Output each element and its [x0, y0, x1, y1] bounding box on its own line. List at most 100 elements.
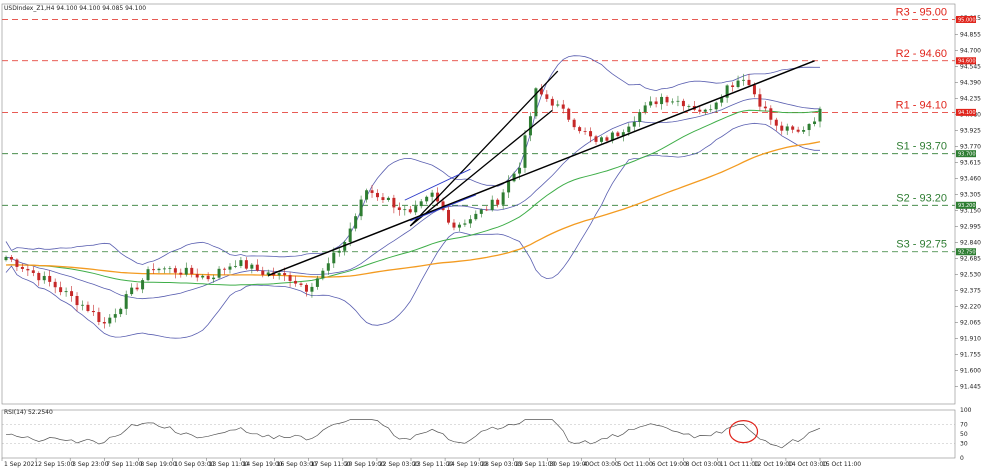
candle-body [496, 199, 500, 205]
candle-body [217, 268, 221, 278]
level-badge [956, 201, 976, 209]
candle-body [359, 199, 363, 217]
candle-body [337, 250, 341, 253]
candle-body [343, 241, 347, 251]
candle-body [53, 281, 57, 288]
candle-body [239, 260, 243, 266]
candle-body [223, 268, 227, 270]
y-tick-label: 92.840 [960, 239, 981, 246]
candle-body [698, 109, 702, 112]
candle-body [616, 132, 620, 137]
candle-body [550, 98, 554, 106]
candle-body [108, 317, 112, 324]
candle-body [452, 222, 456, 228]
y-tick-label: 93.460 [960, 175, 981, 182]
level-badge [956, 57, 976, 65]
channel-lower [410, 194, 476, 222]
candle-body [638, 112, 642, 122]
candle-body [534, 88, 538, 117]
candle-body [184, 267, 188, 275]
level-badge-text: 92.750 [958, 250, 976, 256]
candle-body [146, 269, 150, 281]
candle-body [589, 131, 593, 137]
level-badge-text: 93.700 [958, 151, 976, 157]
bollinger-upper [5, 55, 820, 265]
level-badge-text: 93.200 [958, 203, 976, 209]
candle-body [703, 109, 707, 112]
candle-body [86, 304, 90, 311]
x-tick-label: 22 Sep 03:00 [379, 461, 419, 468]
candle-body [512, 173, 516, 182]
candle-body [430, 192, 434, 197]
candle-body [70, 291, 74, 296]
rsi-highlight-circle [728, 420, 759, 444]
candle-body [796, 129, 800, 132]
candle-body [747, 79, 751, 86]
rsi-tick-label: 0 [960, 455, 964, 462]
candle-body [173, 268, 177, 273]
candle-body [479, 209, 483, 214]
level-label: S1 - 93.70 [896, 141, 947, 153]
candle-body [474, 213, 478, 220]
x-tick-label: 30 Sep 19:00 [549, 461, 589, 468]
candle-body [64, 291, 68, 293]
candle-body [157, 268, 161, 271]
rsi-tick-label: 30 [960, 441, 968, 448]
candle-body [233, 265, 237, 267]
candle-body [9, 256, 13, 260]
y-tick-label: 93.770 [960, 143, 981, 150]
candle-body [288, 275, 292, 281]
candle-body [709, 109, 713, 111]
candle-body [332, 252, 336, 264]
candle-body [714, 102, 718, 110]
candle-body [310, 286, 314, 292]
candle-body [15, 259, 19, 267]
level-badge-text: 95.000 [958, 17, 976, 23]
y-tick-label: 92.995 [960, 223, 981, 230]
y-tick-label: 93.305 [960, 191, 981, 198]
candle-body [802, 130, 806, 132]
candle-body [266, 272, 270, 275]
candle-body [578, 127, 582, 132]
candle-body [299, 283, 303, 285]
rsi-info: RSI(14) 52.2540 [4, 409, 53, 416]
candle-body [119, 308, 123, 315]
candle-body [244, 260, 248, 269]
x-tick-label: 8 Sep 19:00 [140, 461, 176, 468]
rsi-panel [2, 419, 955, 449]
candle-body [769, 108, 773, 120]
candle-body [758, 94, 762, 107]
candle-body [195, 274, 199, 278]
candle-body [583, 131, 587, 132]
x-tick-label: 24 Sep 19:00 [447, 461, 487, 468]
candle-body [643, 105, 647, 113]
x-tick-label: 23 Sep 11:00 [413, 461, 453, 468]
candle-body [124, 294, 128, 309]
x-tick-label: 16 Sep 03:00 [277, 461, 317, 468]
candle-body [468, 219, 472, 224]
candle-body [441, 201, 445, 210]
candle-body [97, 312, 101, 323]
y-tick-label: 91.910 [960, 335, 981, 342]
x-tick-label: 7 Sep 11:00 [106, 461, 142, 468]
candles [4, 73, 822, 329]
candle-body [556, 104, 560, 106]
candle-body [59, 287, 63, 293]
candle-body [386, 197, 390, 200]
candle-body [687, 105, 691, 107]
x-tick-label: 17 Sep 11:00 [311, 461, 351, 468]
level-badge [956, 108, 976, 116]
y-tick-label: 94.390 [960, 79, 981, 86]
candle-body [419, 201, 423, 207]
candle-body [250, 264, 254, 269]
candle-body [326, 263, 330, 271]
rsi-tick-label: 100 [960, 407, 972, 414]
candle-body [20, 266, 24, 269]
candle-body [649, 101, 653, 106]
candle-body [523, 135, 527, 168]
rsi-line [5, 419, 821, 449]
candle-body [605, 137, 609, 141]
candle-body [168, 268, 172, 270]
candle-body [130, 287, 134, 295]
